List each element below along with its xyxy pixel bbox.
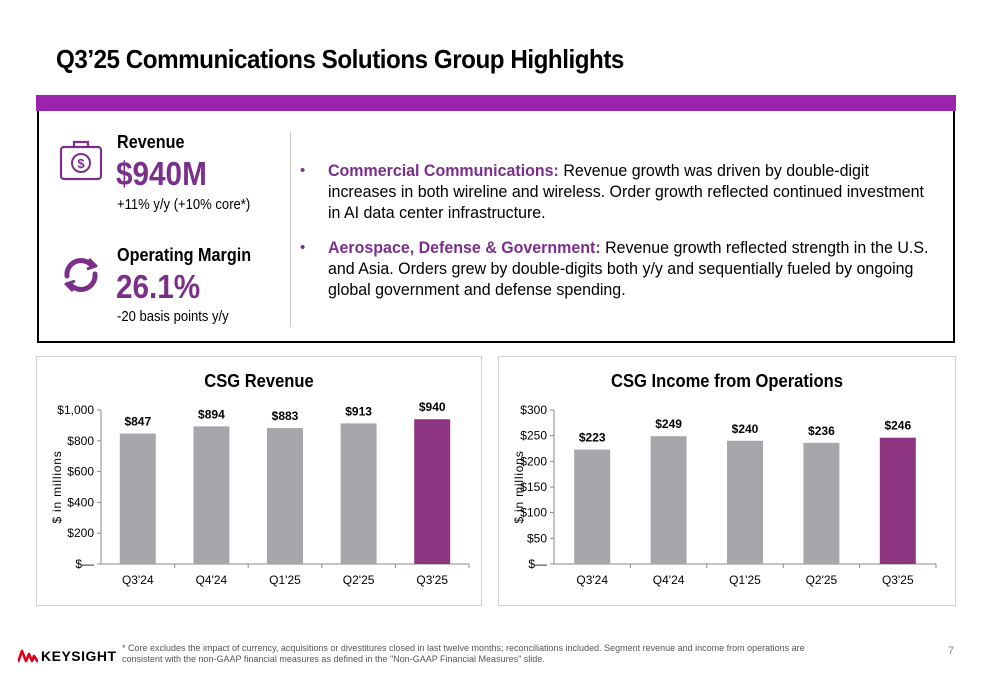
y-axis-label: $ in millions (50, 450, 64, 523)
x-tick-label: Q4'24 (196, 573, 228, 587)
operating-margin-value: 26.1% (116, 268, 201, 305)
csg-income-chart: CSG Income from Operations $— $50 $100 $150… (498, 356, 956, 606)
keysight-logo: KEYSIGHT (18, 648, 117, 664)
x-tick-label: Q2'25 (806, 573, 838, 587)
bar-q324 (574, 449, 611, 564)
operating-margin-sub: -20 basis points y/y (117, 309, 229, 325)
page-number: 7 (948, 645, 955, 657)
bar-q125 (267, 428, 303, 564)
revenue-value: $940M (116, 155, 207, 192)
data-label: $940 (419, 400, 446, 414)
data-label: $223 (579, 431, 606, 445)
data-label: $246 (884, 419, 911, 433)
y-tick-label: $— (528, 557, 547, 571)
y-tick-label: $800 (67, 434, 94, 448)
y-tick-label: $250 (520, 429, 547, 443)
x-tick-label: Q3'24 (576, 573, 608, 587)
operating-margin-label: Operating Margin (117, 245, 252, 265)
bar-q325 (414, 419, 451, 564)
data-label: $847 (124, 415, 151, 429)
bar-q424 (650, 436, 687, 564)
x-tick-label: Q1'25 (729, 573, 761, 587)
accent-bar (36, 95, 956, 111)
bullet-lead: Commercial Communications: (328, 161, 559, 180)
x-tick-label: Q2'25 (343, 573, 375, 587)
x-tick-label: Q1'25 (269, 573, 301, 587)
x-tick-label: Q4'24 (653, 573, 685, 587)
data-label: $913 (345, 404, 372, 418)
keysight-wave-icon (18, 649, 38, 663)
bullet-aerospace-defense-government: • Aerospace, Defense & Government: Reven… (300, 238, 929, 299)
money-bag-icon: $ (59, 140, 103, 181)
bar-q125 (727, 440, 763, 564)
bar-q225 (340, 423, 377, 564)
bullet-text: Revenue growth reflected strength in the… (328, 238, 929, 299)
csg-revenue-chart: CSG Revenue $— $200 $400 $600 $800 $1,000 $ in… (36, 356, 482, 606)
y-tick-label: $400 (67, 495, 94, 509)
data-label: $883 (272, 409, 299, 423)
kpi-divider (290, 132, 291, 327)
x-tick-label: Q3'25 (882, 573, 914, 587)
x-tick-label: Q3'24 (122, 573, 154, 587)
data-label: $249 (655, 417, 682, 431)
y-tick-label: $100 (520, 506, 547, 520)
page-title: Q3’25 Communications Solutions Group Hig… (56, 44, 624, 74)
bar-q424 (193, 426, 230, 564)
bullet-commercial-communications: • Commercial Communications: Revenue gro… (300, 161, 925, 222)
chart-title: CSG Income from Operations (611, 371, 843, 391)
csg-revenue-plot: $— $200 $400 $600 $800 $1,000 $ in millions $84… (50, 400, 470, 587)
data-label: $236 (808, 424, 835, 438)
y-tick-label: $200 (67, 526, 94, 540)
revenue-label: Revenue (117, 132, 185, 152)
data-label: $240 (732, 422, 759, 436)
data-label: $894 (198, 407, 225, 421)
bar-q324 (119, 433, 156, 564)
y-tick-label: $1,000 (57, 403, 94, 417)
y-tick-label: $600 (67, 465, 94, 479)
y-tick-label: $200 (520, 454, 547, 468)
bullet-lead: Aerospace, Defense & Government: (328, 238, 601, 257)
bar-q225 (803, 442, 840, 564)
highlights-bullets: • Commercial Communications: Revenue gro… (300, 160, 930, 314)
refresh-cycle-icon (64, 257, 98, 293)
chart-title: CSG Revenue (204, 371, 314, 391)
y-tick-label: $150 (520, 480, 547, 494)
logo-text: KEYSIGHT (41, 648, 117, 664)
highlights-box (37, 111, 955, 343)
footnote: * Core excludes the impact of currency, … (122, 643, 805, 664)
y-tick-label: $50 (527, 531, 547, 545)
svg-text:$: $ (77, 156, 85, 171)
y-axis-label: $ in millions (512, 450, 526, 523)
bar-q325 (879, 437, 916, 564)
bullet-text: Revenue growth was driven by double-digi… (328, 161, 925, 222)
y-tick-label: $— (75, 557, 94, 571)
revenue-sub: +11% y/y (+10% core*) (117, 197, 251, 213)
y-tick-label: $300 (520, 403, 547, 417)
x-tick-label: Q3'25 (416, 573, 448, 587)
csg-income-plot: $— $50 $100 $150 $200 $250 $300 $ in millions $2… (512, 403, 937, 587)
